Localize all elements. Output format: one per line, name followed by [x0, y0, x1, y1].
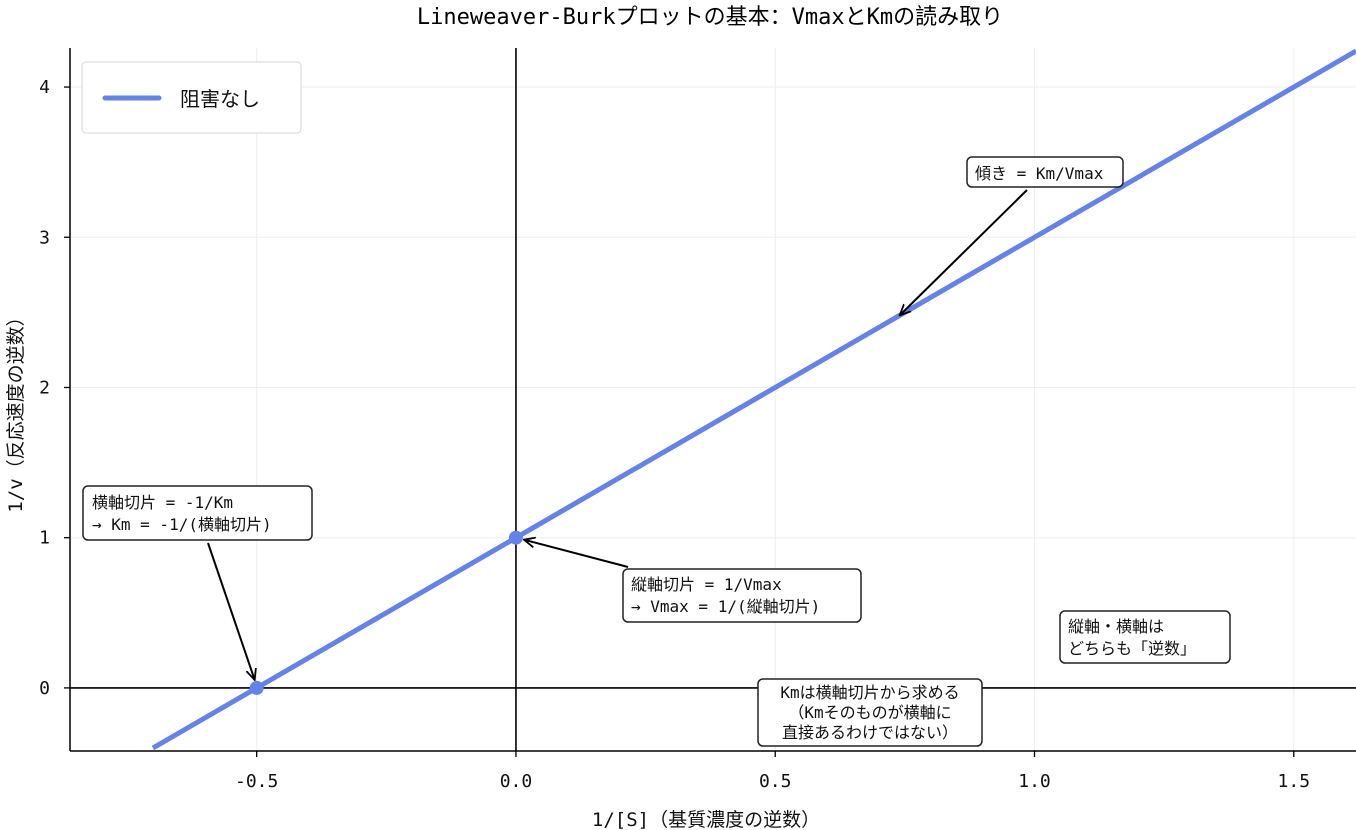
x-intercept-point: [249, 680, 264, 695]
x-axis-label: 1/[S]（基質濃度の逆数）: [592, 809, 820, 830]
x-axis-ticks: -0.5 0.0 0.5 1.0 1.5: [235, 751, 1310, 792]
annotation-x-intercept-box: [82, 485, 313, 541]
y-tick-label-0: 0: [39, 678, 50, 699]
annotation-reciprocal-note-box: [1059, 610, 1231, 664]
annotation-km-note: Kmは横軸切片から求める （Kmそのものが横軸に 直接あるわけではない）: [757, 678, 983, 747]
y-axis-ticks: 0 1 2 3 4: [39, 77, 70, 699]
x-tick-label-2: 0.5: [759, 771, 792, 792]
annotation-y-intercept: 縦軸切片 = 1/Vmax → Vmax = 1/(縦軸切片): [622, 568, 862, 623]
annotation-slope: 傾き = Km/Vmax: [966, 156, 1124, 188]
zero-lines: [70, 48, 1356, 751]
annotation-x-intercept: 横軸切片 = -1/Km → Km = -1/(横軸切片): [82, 485, 313, 541]
series-layer: [151, 48, 1356, 751]
y-tick-label-1: 1: [39, 528, 50, 549]
annotation-y-intercept-line-2: → Vmax = 1/(縦軸切片): [631, 597, 820, 616]
annotation-km-note-line-1: Kmは横軸切片から求める: [780, 683, 959, 702]
annotation-km-note-line-3: 直接あるわけではない）: [782, 723, 958, 742]
annotation-slope-line-1: 傾き = Km/Vmax: [975, 164, 1104, 183]
annotation-km-note-box: [757, 678, 983, 747]
x-tick-label-1: 0.0: [500, 771, 533, 792]
legend-box: [81, 61, 302, 134]
y-tick-label-4: 4: [39, 77, 50, 98]
annotation-x-intercept-line-1: 横軸切片 = -1/Km: [92, 493, 233, 512]
annotation-y-intercept-box: [622, 568, 862, 623]
series-line-0: [151, 48, 1356, 751]
x-tick-label-0: -0.5: [235, 771, 278, 792]
legend-label: 阻害なし: [180, 87, 260, 111]
annotation-y-intercept-line-1: 縦軸切片 = 1/Vmax: [631, 575, 782, 594]
x-tick-label-3: 1.0: [1018, 771, 1051, 792]
y-intercept-point: [508, 530, 523, 545]
y-intercept-arrow: [524, 540, 629, 568]
y-axis-label: 1/v（反応速度の逆数）: [5, 307, 27, 512]
annotation-arrows: [207, 189, 1028, 680]
annotation-reciprocal-note-line-2: どちらも「逆数」: [1068, 639, 1196, 658]
slope-arrow: [900, 189, 1028, 315]
annotation-reciprocal-note: 縦軸・横軸は どちらも「逆数」: [1059, 610, 1231, 664]
chart-title: Lineweaver-Burkプロットの基本：VmaxとKmの読み取り: [417, 5, 1003, 30]
annotation-slope-box: [966, 156, 1124, 188]
x-tick-label-4: 1.5: [1278, 771, 1311, 792]
x-intercept-arrow: [207, 542, 255, 680]
y-tick-label-3: 3: [39, 227, 50, 248]
annotation-km-note-line-2: （Kmそのものが横軸に: [788, 703, 951, 722]
annotation-x-intercept-line-2: → Km = -1/(横軸切片): [92, 515, 272, 534]
annotation-reciprocal-note-line-1: 縦軸・横軸は: [1068, 617, 1164, 636]
axes-spines: [69, 48, 1356, 752]
legend: 阻害なし: [81, 61, 302, 134]
y-tick-label-2: 2: [39, 377, 50, 398]
points-layer: [249, 530, 523, 695]
